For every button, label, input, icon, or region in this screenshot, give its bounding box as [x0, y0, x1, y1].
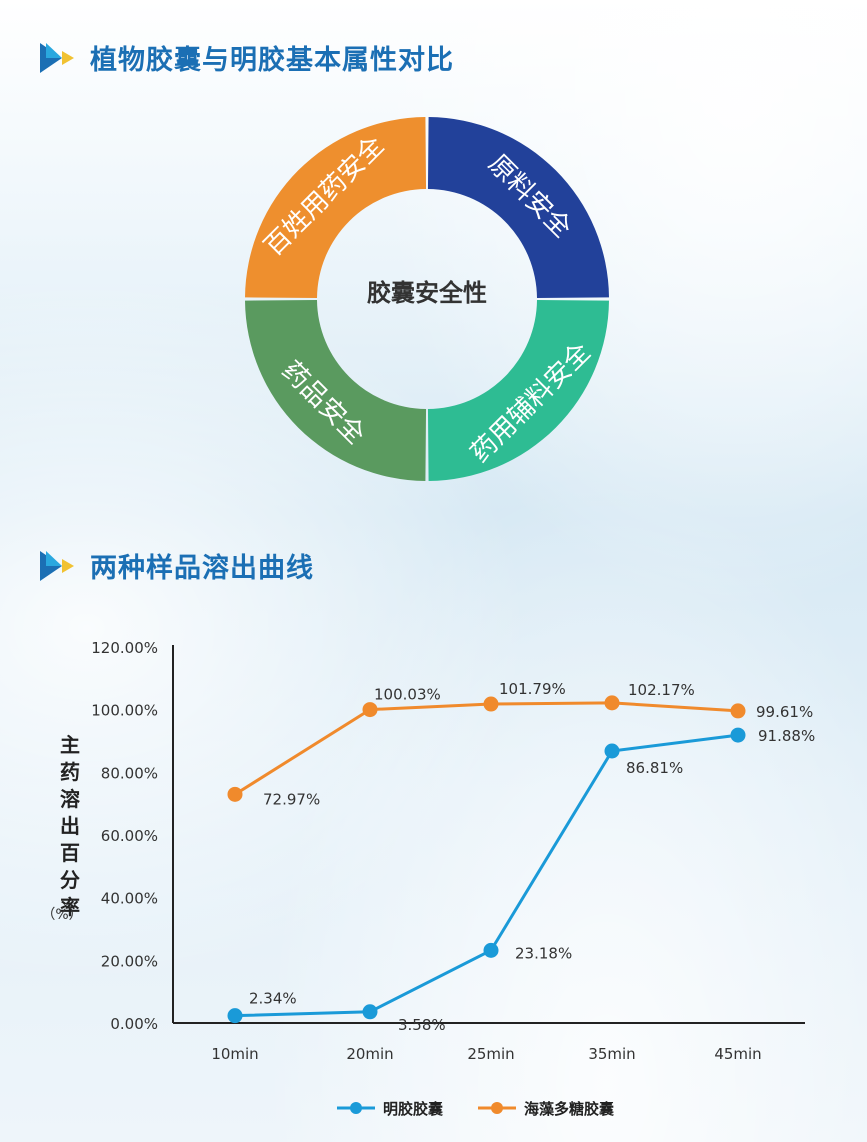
data-label: 100.03%	[374, 686, 441, 704]
data-label: 99.61%	[756, 703, 813, 721]
x-tick-label: 45min	[714, 1045, 761, 1063]
y-axis-title-char: 主	[60, 733, 80, 757]
data-label: 3.58%	[398, 1016, 446, 1034]
y-axis-unit: （%）	[41, 907, 82, 923]
donut-center-label: 胶囊安全性	[367, 279, 487, 307]
data-point	[227, 1008, 243, 1024]
legend-marker	[491, 1102, 503, 1114]
data-label: 2.34%	[249, 990, 297, 1008]
y-tick-label: 120.00%	[91, 639, 158, 657]
y-axis-title-char: 百	[60, 841, 80, 865]
legend-label: 海藻多糖胶囊	[524, 1100, 615, 1118]
data-label: 86.81%	[626, 759, 683, 777]
legend-marker	[350, 1102, 362, 1114]
x-tick-label: 35min	[588, 1045, 635, 1063]
y-tick-label: 80.00%	[101, 764, 158, 782]
y-axis-title-char: 溶	[60, 787, 80, 811]
y-tick-label: 60.00%	[101, 827, 158, 845]
data-point	[604, 695, 620, 711]
x-tick-label: 10min	[211, 1045, 258, 1063]
section-title-2-text: 两种样品溶出曲线	[90, 553, 314, 584]
data-label: 23.18%	[515, 944, 572, 962]
data-point	[362, 702, 378, 718]
x-tick-label: 25min	[467, 1045, 514, 1063]
donut-segment	[245, 117, 427, 299]
y-tick-label: 20.00%	[101, 952, 158, 970]
data-point	[604, 743, 620, 759]
donut-segment	[245, 299, 427, 481]
data-label: 101.79%	[499, 680, 566, 698]
y-axis-title-char: 出	[60, 814, 80, 838]
series-line	[234, 701, 739, 796]
data-label: 91.88%	[758, 727, 815, 745]
y-tick-label: 40.00%	[101, 890, 158, 908]
y-axis-title-char: 率	[60, 895, 80, 919]
data-point	[362, 1004, 378, 1020]
data-label: 72.97%	[263, 790, 320, 808]
y-axis-title-char: 分	[60, 868, 80, 892]
legend-label: 明胶胶囊	[383, 1100, 444, 1118]
data-label: 102.17%	[628, 681, 695, 699]
donut-segment	[427, 117, 609, 299]
donut-segment	[427, 299, 609, 481]
series-line	[234, 733, 739, 1018]
y-axis-title-char: 药	[60, 760, 80, 784]
x-tick-label: 20min	[346, 1045, 393, 1063]
section-title-2: 两种样品溶出曲线	[40, 546, 314, 585]
data-point	[483, 696, 499, 712]
play-arrow-icon	[40, 550, 74, 581]
y-tick-label: 100.00%	[91, 702, 158, 720]
data-point	[730, 703, 746, 719]
section-title-1-text: 植物胶囊与明胶基本属性对比	[90, 45, 454, 76]
y-tick-label: 0.00%	[110, 1015, 158, 1033]
play-arrow-icon	[40, 42, 74, 73]
data-point	[730, 727, 746, 743]
section-title-1: 植物胶囊与明胶基本属性对比	[40, 38, 454, 77]
data-point	[227, 786, 243, 802]
data-point	[483, 942, 499, 958]
